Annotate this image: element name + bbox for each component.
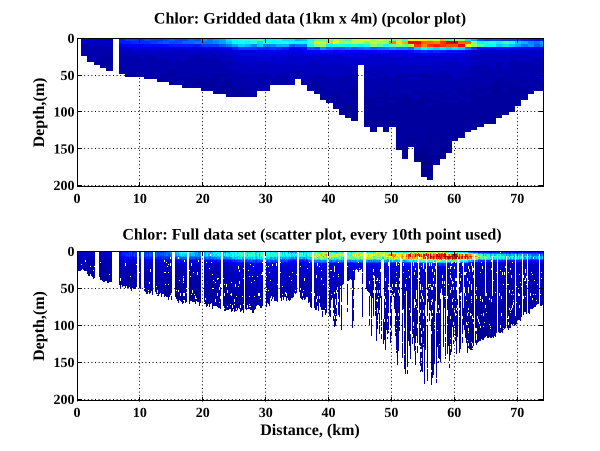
- svg-text:Chlor: Gridded data (1km x 4m): Chlor: Gridded data (1km x 4m) (pcolor p…: [154, 11, 466, 28]
- svg-text:150: 150: [54, 142, 75, 157]
- svg-text:Depth,(m): Depth,(m): [31, 291, 48, 361]
- svg-text:0: 0: [68, 245, 75, 260]
- svg-text:60: 60: [447, 406, 461, 421]
- svg-text:0: 0: [74, 192, 81, 207]
- svg-text:0: 0: [68, 32, 75, 47]
- svg-text:50: 50: [61, 282, 75, 297]
- svg-text:150: 150: [54, 356, 75, 371]
- svg-text:50: 50: [384, 192, 398, 207]
- svg-text:200: 200: [54, 179, 75, 194]
- svg-text:70: 70: [510, 192, 524, 207]
- svg-text:30: 30: [259, 192, 273, 207]
- svg-text:100: 100: [54, 319, 75, 334]
- svg-text:20: 20: [196, 406, 210, 421]
- svg-text:200: 200: [54, 393, 75, 408]
- svg-text:40: 40: [322, 406, 336, 421]
- svg-text:20: 20: [196, 192, 210, 207]
- svg-text:Depth,(m): Depth,(m): [31, 78, 48, 148]
- svg-text:40: 40: [322, 192, 336, 207]
- svg-text:Chlor: Full data set (scatter: Chlor: Full data set (scatter plot, ever…: [122, 227, 501, 244]
- svg-text:30: 30: [259, 406, 273, 421]
- svg-text:50: 50: [384, 406, 398, 421]
- svg-text:70: 70: [510, 406, 524, 421]
- svg-text:50: 50: [61, 69, 75, 84]
- svg-text:Distance, (km): Distance, (km): [260, 422, 360, 439]
- svg-text:10: 10: [133, 192, 147, 207]
- svg-text:100: 100: [54, 106, 75, 121]
- svg-text:10: 10: [133, 406, 147, 421]
- svg-text:60: 60: [447, 192, 461, 207]
- svg-text:0: 0: [74, 406, 81, 421]
